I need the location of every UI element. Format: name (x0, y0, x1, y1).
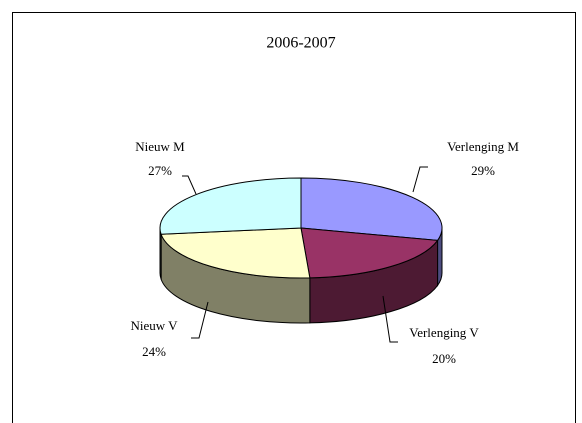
slice (300, 177, 443, 241)
slice-value-label: 20% (432, 351, 456, 366)
slice-label: Verlenging M (447, 139, 519, 154)
leader-line (182, 175, 197, 195)
slice (300, 227, 439, 279)
slice-value-label: 24% (142, 344, 166, 359)
pie (159, 177, 443, 324)
slice-side (159, 227, 162, 280)
chart-title: 2006-2007 (266, 35, 335, 52)
leader-line (191, 301, 209, 339)
leader-line (382, 295, 398, 343)
slice-label: Verlenging V (409, 325, 479, 340)
slice (159, 177, 302, 235)
slice-value-label: 29% (471, 163, 495, 178)
slice-value-label: 27% (148, 163, 172, 178)
slice-label: Nieuw V (130, 318, 178, 333)
slice (160, 227, 311, 279)
slice-label: Nieuw M (135, 139, 185, 154)
leader-line (412, 166, 428, 193)
